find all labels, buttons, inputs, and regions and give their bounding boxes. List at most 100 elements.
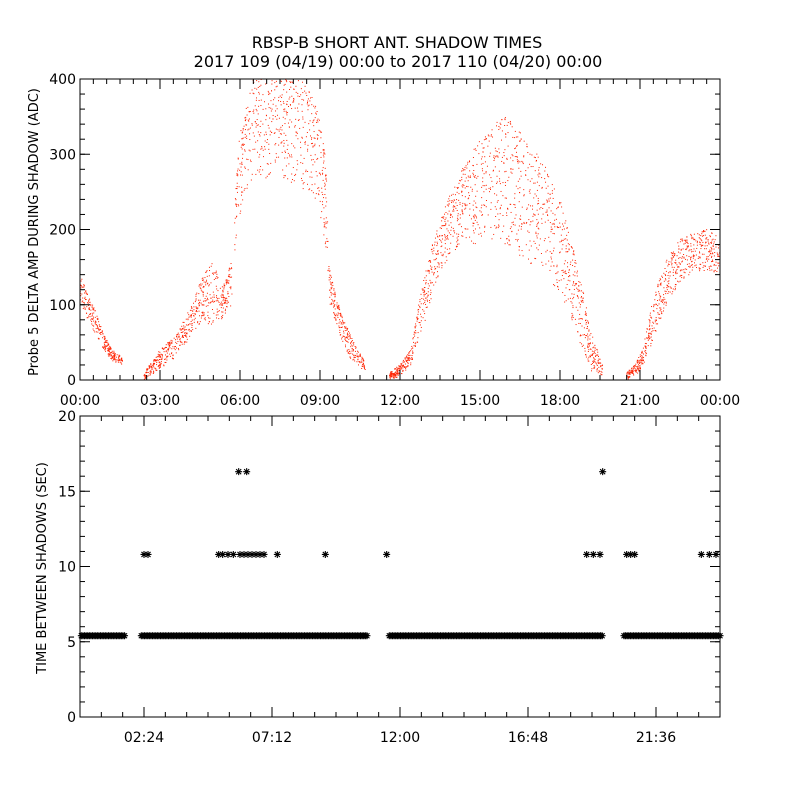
data-point <box>276 156 278 158</box>
data-point <box>519 140 521 142</box>
data-point <box>414 326 416 328</box>
data-point <box>333 288 335 290</box>
data-point <box>278 144 280 146</box>
data-point <box>569 289 571 291</box>
data-point <box>499 208 501 210</box>
data-point <box>716 252 718 254</box>
data-point <box>694 262 695 264</box>
data-point <box>317 118 319 120</box>
data-point <box>494 206 496 208</box>
data-point <box>420 303 422 305</box>
data-point <box>677 242 679 244</box>
data-point <box>458 193 460 195</box>
data-point <box>248 128 250 130</box>
data-point <box>250 161 252 163</box>
data-point <box>92 308 94 310</box>
data-point <box>394 375 396 377</box>
data-point <box>143 378 145 380</box>
data-point <box>215 270 217 272</box>
data-point <box>476 217 478 219</box>
data-point <box>562 239 564 241</box>
data-point <box>220 307 222 309</box>
data-point <box>92 324 94 326</box>
data-point <box>711 269 713 271</box>
data-point <box>529 240 531 242</box>
data-point <box>537 221 539 223</box>
data-point <box>350 352 352 354</box>
data-point <box>693 254 695 256</box>
data-point <box>408 354 410 356</box>
data-point <box>291 81 293 83</box>
data-point <box>311 190 313 192</box>
data-marker <box>273 550 281 558</box>
data-point <box>588 360 590 362</box>
data-point <box>222 289 224 291</box>
data-point <box>259 85 261 87</box>
data-point <box>553 265 555 267</box>
data-point <box>337 307 339 309</box>
data-point <box>465 165 467 167</box>
data-point <box>654 321 656 323</box>
data-point <box>430 281 432 283</box>
data-point <box>712 252 714 254</box>
data-point <box>390 374 392 376</box>
x-tick-label: 09:00 <box>300 393 340 409</box>
data-point <box>164 358 166 360</box>
data-point <box>156 360 158 362</box>
data-point <box>627 371 629 373</box>
data-point <box>680 269 682 271</box>
data-point <box>472 215 474 217</box>
data-point <box>113 356 115 358</box>
data-point <box>674 288 676 290</box>
data-point <box>503 162 505 164</box>
data-point <box>560 202 562 204</box>
data-point <box>534 182 536 184</box>
data-point <box>698 234 700 236</box>
data-point <box>316 138 318 140</box>
data-point <box>421 297 423 299</box>
data-point <box>84 302 86 304</box>
data-point <box>663 294 665 296</box>
data-point <box>531 178 533 180</box>
data-point <box>444 225 446 227</box>
data-point <box>508 176 510 178</box>
data-point <box>504 125 506 126</box>
data-point <box>354 350 356 352</box>
data-point <box>338 327 340 329</box>
data-point <box>286 103 288 105</box>
data-point <box>573 254 575 256</box>
data-point <box>153 366 155 368</box>
data-point <box>213 294 215 296</box>
data-point <box>514 197 516 199</box>
data-point <box>317 187 319 189</box>
data-point <box>573 293 575 295</box>
data-point <box>678 248 680 250</box>
data-point <box>662 299 664 301</box>
data-point <box>433 272 435 274</box>
data-point <box>464 203 466 205</box>
data-point <box>305 136 307 138</box>
data-point <box>546 201 548 203</box>
data-point <box>424 313 426 315</box>
data-point <box>318 129 320 131</box>
data-point <box>481 168 483 170</box>
data-point <box>323 207 325 209</box>
data-point <box>360 360 362 362</box>
data-point <box>85 290 87 292</box>
data-point <box>680 248 682 250</box>
data-point <box>109 354 111 356</box>
data-point <box>260 105 262 107</box>
data-point <box>390 373 392 375</box>
data-point <box>718 255 720 257</box>
data-point <box>708 258 710 260</box>
data-point <box>350 342 352 344</box>
data-point <box>257 113 259 115</box>
data-point <box>164 347 166 349</box>
data-point <box>496 181 498 183</box>
data-point <box>450 214 452 216</box>
data-point <box>424 287 426 289</box>
data-point <box>244 149 246 151</box>
data-point <box>445 256 447 258</box>
data-point <box>334 291 336 293</box>
data-point <box>701 253 703 255</box>
